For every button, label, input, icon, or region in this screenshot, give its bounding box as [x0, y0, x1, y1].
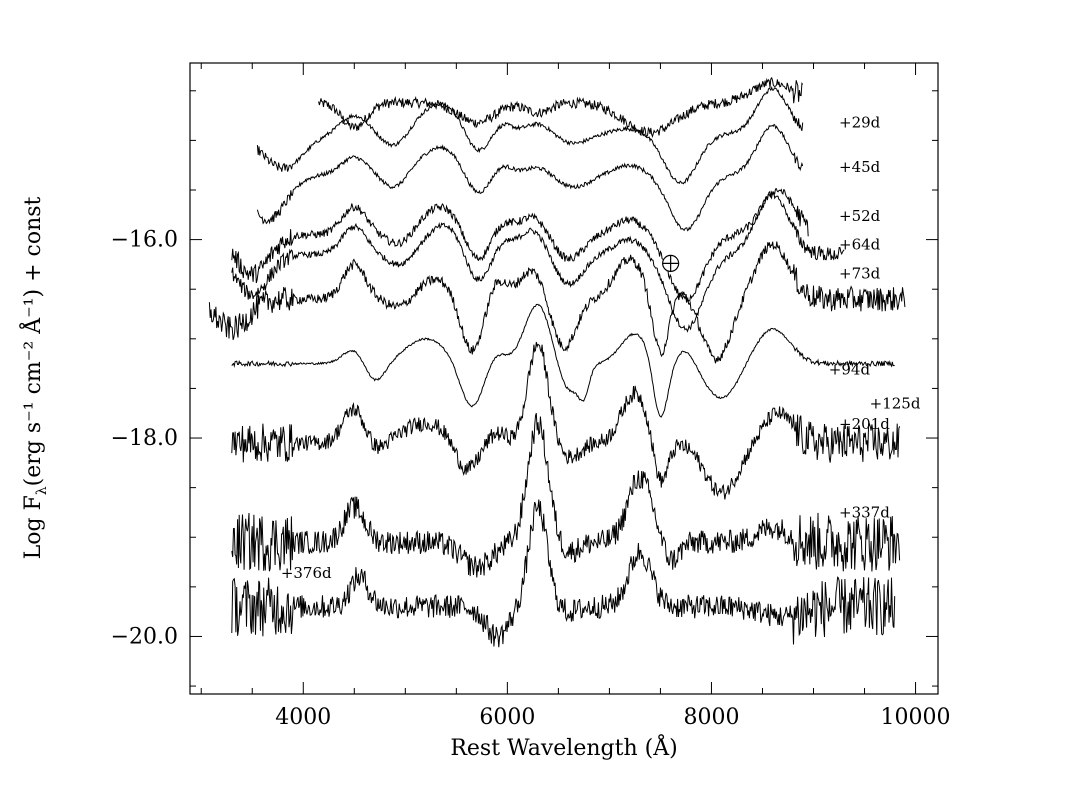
spectrum-line [231, 303, 895, 418]
epoch-label: +125d [870, 394, 921, 412]
x-tick-label: 4000 [275, 705, 331, 730]
spectrum-line [256, 86, 804, 185]
epoch-label: +52d [839, 207, 881, 225]
spectrum-line [208, 241, 906, 364]
epoch-label: +29d [839, 113, 881, 131]
epoch-label: +337d [839, 503, 890, 521]
y-axis-label-tail: (erg s⁻¹ cm⁻² Å⁻¹) + const [18, 196, 46, 486]
epoch-label: +94d [829, 361, 871, 379]
plot-frame [189, 62, 939, 695]
spectrum-line [231, 499, 896, 648]
epoch-labels: +29d +45d +52d +64d +73d +94d +125d +201d +337d +… [281, 113, 921, 581]
y-axis-label: Log Fλ(erg s⁻¹ cm⁻² Å⁻¹) + const [18, 196, 50, 559]
spectrum-line [231, 191, 845, 333]
x-axis-label: Rest Wavelength (Å) [450, 733, 677, 761]
epoch-label: +201d [839, 415, 890, 433]
epoch-label: +73d [839, 264, 881, 282]
y-tick-label: −16.0 [111, 228, 178, 253]
spectrum-line [256, 123, 804, 232]
spectra-group [208, 76, 906, 648]
spectrum-line [231, 188, 809, 303]
epoch-label: +45d [839, 158, 881, 176]
epoch-label: +376d [281, 564, 332, 582]
earth-symbol-icon [662, 254, 680, 273]
x-tick-label: 8000 [683, 705, 739, 730]
x-tick-label: 6000 [479, 705, 535, 730]
x-tick-label: 10000 [881, 705, 951, 730]
y-tick-label: −20.0 [111, 624, 178, 649]
epoch-label: +64d [839, 236, 881, 254]
spectrum-line [231, 413, 901, 578]
axis-ticks [190, 63, 938, 694]
y-tick-label: −18.0 [111, 426, 178, 451]
y-axis-label-subscript: λ [34, 486, 50, 495]
spectrum-line [231, 341, 901, 500]
spectrum-line [318, 76, 804, 138]
